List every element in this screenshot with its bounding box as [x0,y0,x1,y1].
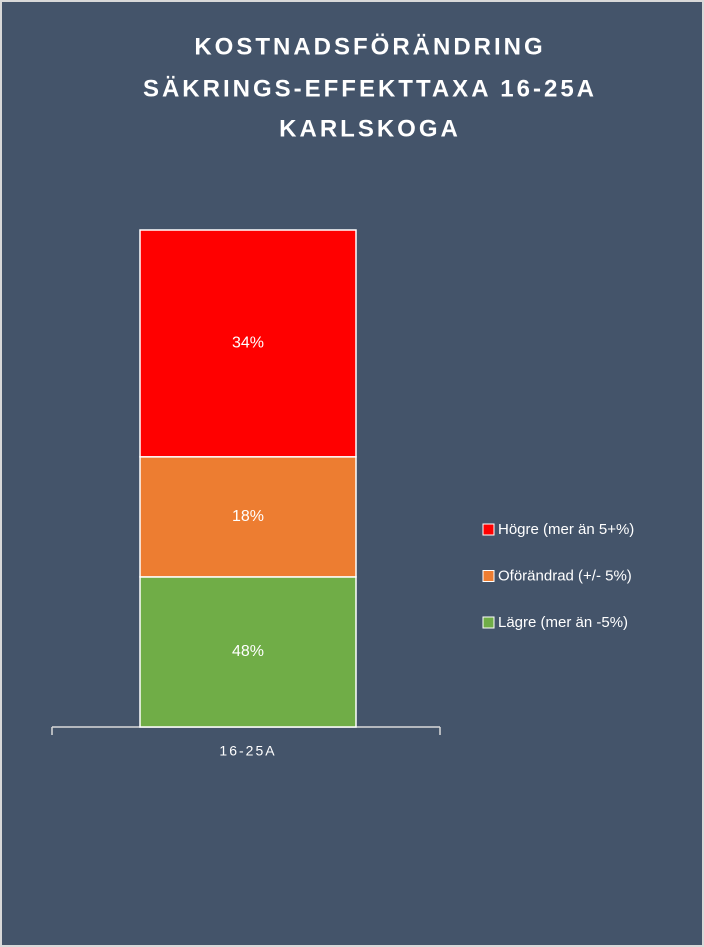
data-label: 48% [232,643,264,660]
legend-label: Högre (mer än 5+%) [498,521,634,538]
legend-label: Oförändrad (+/- 5%) [498,567,632,584]
chart-title: KOSTNADSFÖRÄNDRING [194,33,545,60]
bar-segment [139,229,357,458]
legend-swatch [482,616,495,629]
bar-segment [139,456,357,578]
data-label: 18% [232,508,264,525]
chart-title: SÄKRINGS-EFFEKTTAXA 16-25A [143,75,597,102]
chart-title: KARLSKOGA [279,115,461,142]
x-tick-label: 16-25A [219,743,276,759]
legend-swatch [482,523,495,536]
data-label: 34% [232,335,264,352]
legend-swatch [482,570,495,582]
legend-label: Lägre (mer än -5%) [498,614,628,631]
